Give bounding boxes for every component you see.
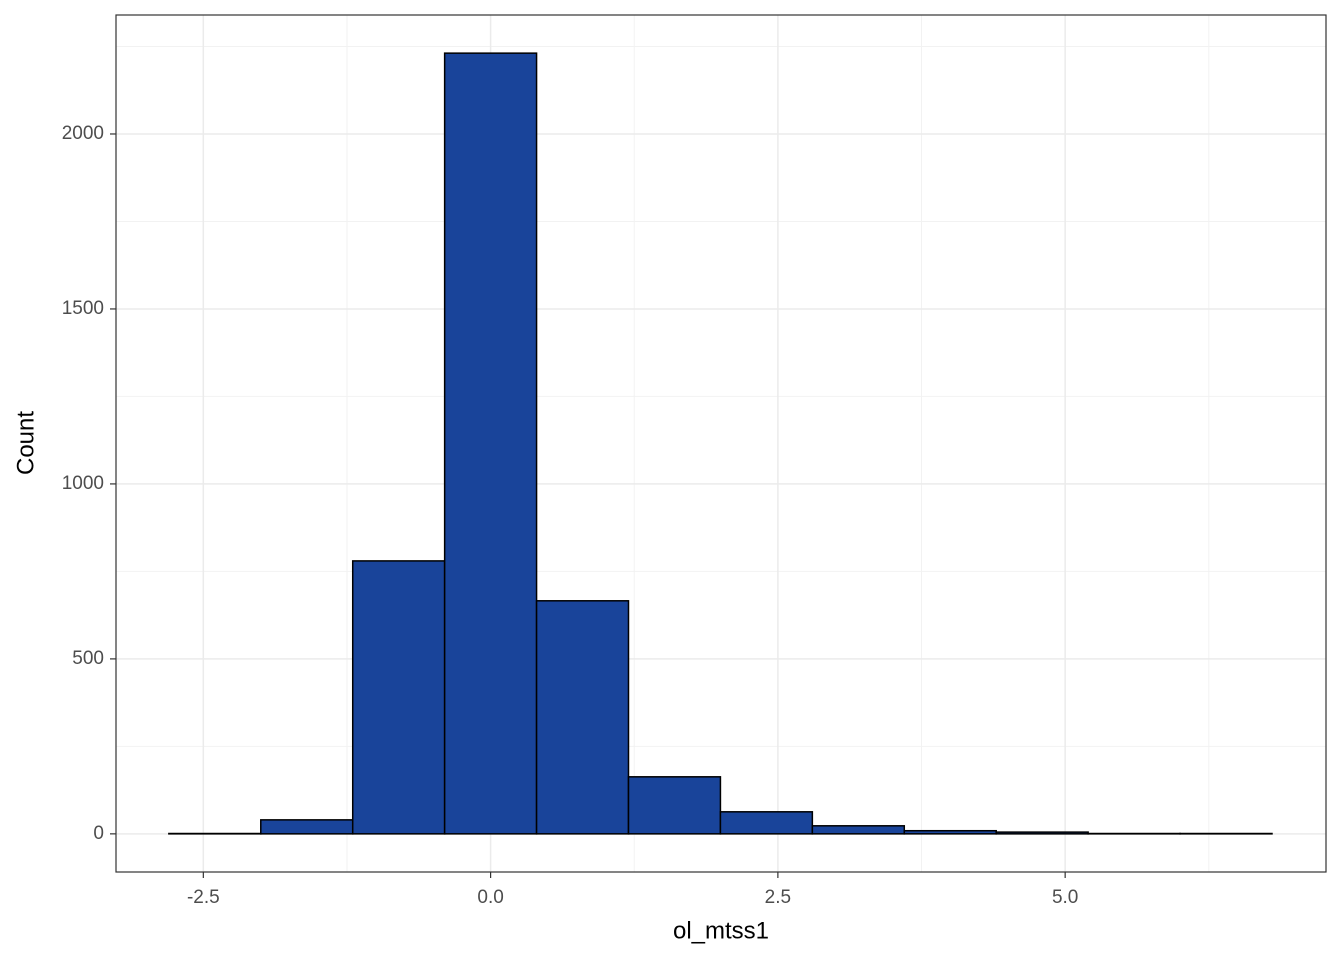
- y-tick-label: 2000: [62, 123, 104, 144]
- x-tick-label: 2.5: [765, 887, 791, 908]
- x-tick-label: 5.0: [1052, 887, 1078, 908]
- y-tick-label: 1500: [62, 298, 104, 319]
- x-axis-title: ol_mtss1: [673, 917, 769, 944]
- histogram-bar: [903, 829, 997, 835]
- y-tick-label: 500: [72, 648, 104, 669]
- x-tick-label: -2.5: [187, 887, 220, 908]
- x-tick-label: 0.0: [477, 887, 503, 908]
- panel-border: [115, 14, 1327, 873]
- histogram-bar: [535, 600, 630, 835]
- histogram-bar: [443, 52, 538, 835]
- histogram-bar: [260, 819, 354, 835]
- histogram-bar: [627, 776, 722, 835]
- histogram-bar: [811, 825, 906, 835]
- y-tick-label: 0: [93, 823, 104, 844]
- y-tick-label: 1000: [62, 473, 104, 494]
- histogram-bar: [719, 811, 814, 835]
- y-axis-title: Count: [12, 411, 39, 475]
- histogram-bar: [995, 831, 1089, 835]
- histogram-bar: [351, 560, 446, 835]
